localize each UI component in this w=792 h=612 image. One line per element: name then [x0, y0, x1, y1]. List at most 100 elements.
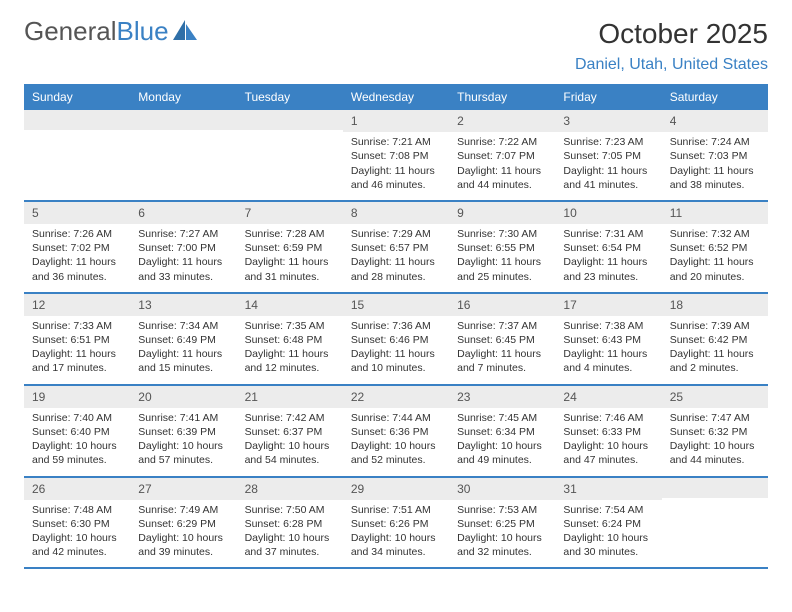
sunset-text: Sunset: 7:00 PM — [138, 241, 228, 255]
day-number: 28 — [237, 478, 343, 500]
daylight-text: Daylight: 10 hours and 59 minutes. — [32, 439, 122, 467]
day-body: Sunrise: 7:27 AMSunset: 7:00 PMDaylight:… — [130, 224, 236, 292]
daylight-text: Daylight: 11 hours and 44 minutes. — [457, 164, 547, 192]
daylight-text: Daylight: 10 hours and 49 minutes. — [457, 439, 547, 467]
day-body: Sunrise: 7:29 AMSunset: 6:57 PMDaylight:… — [343, 224, 449, 292]
sunset-text: Sunset: 6:26 PM — [351, 517, 441, 531]
sunrise-text: Sunrise: 7:29 AM — [351, 227, 441, 241]
daylight-text: Daylight: 10 hours and 54 minutes. — [245, 439, 335, 467]
day-body: Sunrise: 7:35 AMSunset: 6:48 PMDaylight:… — [237, 316, 343, 384]
sunrise-text: Sunrise: 7:36 AM — [351, 319, 441, 333]
sunrise-text: Sunrise: 7:31 AM — [563, 227, 653, 241]
day-body: Sunrise: 7:47 AMSunset: 6:32 PMDaylight:… — [662, 408, 768, 476]
day-cell: 28Sunrise: 7:50 AMSunset: 6:28 PMDayligh… — [237, 478, 343, 568]
day-number: 12 — [24, 294, 130, 316]
sunset-text: Sunset: 6:43 PM — [563, 333, 653, 347]
sunset-text: Sunset: 7:07 PM — [457, 149, 547, 163]
week-row: 19Sunrise: 7:40 AMSunset: 6:40 PMDayligh… — [24, 386, 768, 478]
day-cell: 13Sunrise: 7:34 AMSunset: 6:49 PMDayligh… — [130, 294, 236, 384]
day-number: 18 — [662, 294, 768, 316]
day-cell: 31Sunrise: 7:54 AMSunset: 6:24 PMDayligh… — [555, 478, 661, 568]
daylight-text: Daylight: 11 hours and 12 minutes. — [245, 347, 335, 375]
weekday-header: Monday — [130, 84, 236, 110]
daylight-text: Daylight: 11 hours and 46 minutes. — [351, 164, 441, 192]
day-body: Sunrise: 7:44 AMSunset: 6:36 PMDaylight:… — [343, 408, 449, 476]
title-block: October 2025 Daniel, Utah, United States — [575, 18, 768, 74]
day-body: Sunrise: 7:54 AMSunset: 6:24 PMDaylight:… — [555, 500, 661, 568]
day-number: 4 — [662, 110, 768, 132]
day-number: 10 — [555, 202, 661, 224]
sunset-text: Sunset: 6:52 PM — [670, 241, 760, 255]
day-cell: 15Sunrise: 7:36 AMSunset: 6:46 PMDayligh… — [343, 294, 449, 384]
day-number: 19 — [24, 386, 130, 408]
sunset-text: Sunset: 6:39 PM — [138, 425, 228, 439]
day-number: 26 — [24, 478, 130, 500]
weekday-header: Saturday — [662, 84, 768, 110]
sunrise-text: Sunrise: 7:21 AM — [351, 135, 441, 149]
daylight-text: Daylight: 11 hours and 25 minutes. — [457, 255, 547, 283]
day-cell: 29Sunrise: 7:51 AMSunset: 6:26 PMDayligh… — [343, 478, 449, 568]
location-subtitle: Daniel, Utah, United States — [575, 56, 768, 74]
day-number: 6 — [130, 202, 236, 224]
day-body: Sunrise: 7:50 AMSunset: 6:28 PMDaylight:… — [237, 500, 343, 568]
day-cell: 25Sunrise: 7:47 AMSunset: 6:32 PMDayligh… — [662, 386, 768, 476]
sunset-text: Sunset: 6:36 PM — [351, 425, 441, 439]
daylight-text: Daylight: 11 hours and 15 minutes. — [138, 347, 228, 375]
daylight-text: Daylight: 11 hours and 7 minutes. — [457, 347, 547, 375]
daylight-text: Daylight: 10 hours and 39 minutes. — [138, 531, 228, 559]
day-cell: 17Sunrise: 7:38 AMSunset: 6:43 PMDayligh… — [555, 294, 661, 384]
day-body — [24, 130, 130, 188]
day-cell: 11Sunrise: 7:32 AMSunset: 6:52 PMDayligh… — [662, 202, 768, 292]
week-row: 5Sunrise: 7:26 AMSunset: 7:02 PMDaylight… — [24, 202, 768, 294]
day-number — [662, 478, 768, 498]
day-body: Sunrise: 7:26 AMSunset: 7:02 PMDaylight:… — [24, 224, 130, 292]
sunset-text: Sunset: 7:08 PM — [351, 149, 441, 163]
sunrise-text: Sunrise: 7:48 AM — [32, 503, 122, 517]
daylight-text: Daylight: 11 hours and 31 minutes. — [245, 255, 335, 283]
day-body: Sunrise: 7:31 AMSunset: 6:54 PMDaylight:… — [555, 224, 661, 292]
day-cell: 30Sunrise: 7:53 AMSunset: 6:25 PMDayligh… — [449, 478, 555, 568]
day-body: Sunrise: 7:49 AMSunset: 6:29 PMDaylight:… — [130, 500, 236, 568]
day-number: 3 — [555, 110, 661, 132]
day-cell: 20Sunrise: 7:41 AMSunset: 6:39 PMDayligh… — [130, 386, 236, 476]
day-number — [237, 110, 343, 130]
day-cell: 2Sunrise: 7:22 AMSunset: 7:07 PMDaylight… — [449, 110, 555, 200]
weekday-header: Tuesday — [237, 84, 343, 110]
day-cell: 5Sunrise: 7:26 AMSunset: 7:02 PMDaylight… — [24, 202, 130, 292]
sail-icon — [173, 20, 199, 47]
sunset-text: Sunset: 6:55 PM — [457, 241, 547, 255]
sunrise-text: Sunrise: 7:26 AM — [32, 227, 122, 241]
day-number: 11 — [662, 202, 768, 224]
calendar-grid: SundayMondayTuesdayWednesdayThursdayFrid… — [24, 84, 768, 569]
sunset-text: Sunset: 6:46 PM — [351, 333, 441, 347]
sunrise-text: Sunrise: 7:35 AM — [245, 319, 335, 333]
day-cell: 8Sunrise: 7:29 AMSunset: 6:57 PMDaylight… — [343, 202, 449, 292]
weeks-container: 1Sunrise: 7:21 AMSunset: 7:08 PMDaylight… — [24, 110, 768, 569]
day-body: Sunrise: 7:37 AMSunset: 6:45 PMDaylight:… — [449, 316, 555, 384]
daylight-text: Daylight: 11 hours and 36 minutes. — [32, 255, 122, 283]
day-number: 16 — [449, 294, 555, 316]
day-body: Sunrise: 7:45 AMSunset: 6:34 PMDaylight:… — [449, 408, 555, 476]
day-number — [130, 110, 236, 130]
day-number: 24 — [555, 386, 661, 408]
header-row: GeneralBlue October 2025 Daniel, Utah, U… — [24, 18, 768, 74]
day-number: 30 — [449, 478, 555, 500]
day-body — [662, 498, 768, 556]
day-cell: 6Sunrise: 7:27 AMSunset: 7:00 PMDaylight… — [130, 202, 236, 292]
day-cell: 16Sunrise: 7:37 AMSunset: 6:45 PMDayligh… — [449, 294, 555, 384]
sunrise-text: Sunrise: 7:50 AM — [245, 503, 335, 517]
day-cell: 4Sunrise: 7:24 AMSunset: 7:03 PMDaylight… — [662, 110, 768, 200]
daylight-text: Daylight: 10 hours and 47 minutes. — [563, 439, 653, 467]
day-number: 21 — [237, 386, 343, 408]
daylight-text: Daylight: 10 hours and 34 minutes. — [351, 531, 441, 559]
day-number: 20 — [130, 386, 236, 408]
weekday-header: Thursday — [449, 84, 555, 110]
sunset-text: Sunset: 6:24 PM — [563, 517, 653, 531]
day-number: 14 — [237, 294, 343, 316]
sunrise-text: Sunrise: 7:24 AM — [670, 135, 760, 149]
logo-word-blue: Blue — [117, 16, 169, 46]
sunrise-text: Sunrise: 7:42 AM — [245, 411, 335, 425]
day-cell: 3Sunrise: 7:23 AMSunset: 7:05 PMDaylight… — [555, 110, 661, 200]
sunrise-text: Sunrise: 7:23 AM — [563, 135, 653, 149]
sunset-text: Sunset: 6:34 PM — [457, 425, 547, 439]
